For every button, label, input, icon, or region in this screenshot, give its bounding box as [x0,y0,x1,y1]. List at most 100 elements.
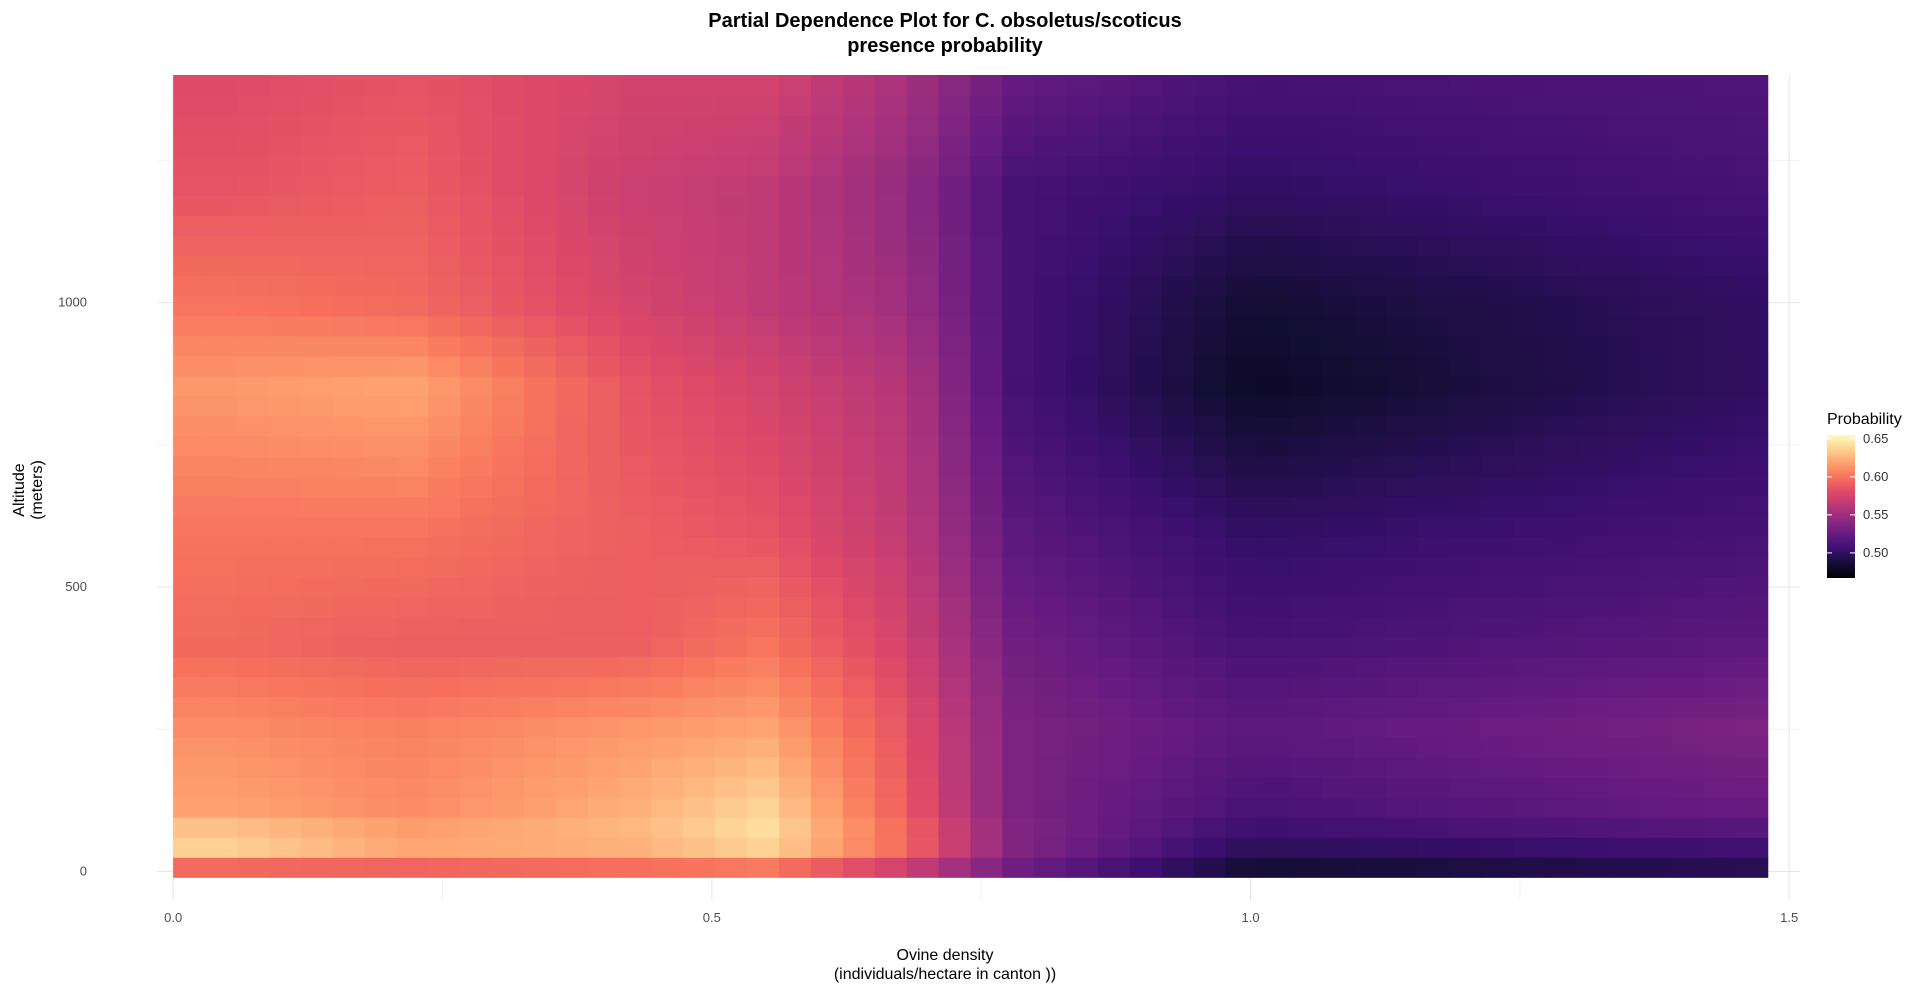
heatmap-cell [1321,456,1354,477]
heatmap-cell [1448,95,1482,116]
heatmap-cell [683,776,716,798]
heatmap-cell [938,857,972,878]
heatmap-cell [460,636,493,658]
heatmap-cell [1512,255,1546,277]
heatmap-cell [1416,315,1450,337]
heatmap-cell [1416,355,1450,377]
heatmap-cell [1129,295,1163,317]
heatmap-cell [1193,776,1227,798]
heatmap-cell [906,436,940,457]
heatmap-cell [1640,837,1673,858]
heatmap-cell [173,275,206,297]
heatmap-cell [1257,436,1290,457]
heatmap-cell [842,395,876,417]
heatmap-cell [1448,636,1482,658]
heatmap-cell [1703,456,1737,477]
heatmap-cell [1512,395,1546,417]
heatmap-cell [683,797,716,818]
heatmap-cell [651,355,685,377]
heatmap-cell [938,175,972,196]
heatmap-cell [1672,596,1705,618]
heatmap-cell [205,75,238,96]
heatmap-cell [205,516,238,537]
heatmap-cell [460,756,493,778]
heatmap-cell [1512,295,1546,317]
heatmap-cell [906,696,940,718]
heatmap-cell [1321,837,1354,858]
heatmap-cell [1608,115,1641,136]
heatmap-cell [1608,656,1641,678]
heatmap-cell [1384,556,1418,577]
heatmap-cell [779,355,812,377]
heatmap-cell [1576,776,1609,798]
heatmap-cell [1321,235,1354,257]
heatmap-cell [810,817,844,838]
heatmap-cell [1034,797,1067,818]
heatmap-cell [970,355,1003,377]
heatmap-cell [651,716,685,738]
heatmap-cell [1448,676,1482,698]
heatmap-cell [173,556,206,577]
heatmap-cell [1448,576,1482,598]
heatmap-cell [1416,616,1450,638]
heatmap-cell [1608,696,1641,718]
heatmap-cell [236,496,270,517]
heatmap-cell [523,175,557,196]
heatmap-cell [1289,596,1322,618]
heatmap-cell [651,636,685,658]
heatmap-cell [492,415,525,437]
heatmap-cell [492,776,525,798]
heatmap-cell [1703,636,1737,658]
heatmap-cell [173,155,206,176]
heatmap-cell [1097,616,1131,638]
heatmap-cell [1735,255,1769,277]
heatmap-cell [842,476,876,497]
heatmap-cell [842,415,876,437]
heatmap-cell [1640,95,1673,116]
heatmap-cell [1512,596,1546,618]
heatmap-cell [747,175,780,196]
heatmap-cell [1576,195,1609,216]
heatmap-cell [428,636,461,658]
heatmap-cell [1544,175,1577,196]
heatmap-cell [428,776,461,798]
heatmap-cell [779,315,812,337]
heatmap-cell [1161,716,1195,738]
heatmap-cell [236,636,270,658]
heatmap-cell [236,656,270,678]
heatmap-cell [1321,255,1354,277]
heatmap-cell [1608,95,1641,116]
heatmap-cell [587,576,621,598]
heatmap-cell [1193,696,1227,718]
heatmap-cell [1672,716,1705,738]
heatmap-cell [1225,696,1259,718]
heatmap-cell [1353,857,1386,878]
heatmap-cell [1703,235,1737,257]
heatmap-cell [938,676,972,698]
heatmap-cell [587,95,621,116]
heatmap-cell [523,375,557,397]
heatmap-cell [587,716,621,738]
heatmap-cell [779,255,812,277]
heatmap-cell [364,315,397,337]
heatmap-cell [1002,817,1035,838]
heatmap-cell [619,636,653,658]
heatmap-cell [1512,215,1546,237]
heatmap-cell [779,75,812,96]
heatmap-cell [1480,295,1514,317]
heatmap-cell [1097,436,1131,457]
heatmap-cell [1353,355,1386,377]
heatmap-cell [1257,736,1290,758]
heatmap-cell [1034,596,1067,618]
heatmap-cell [1703,195,1737,216]
heatmap-cell [1384,716,1418,738]
heatmap-cell [236,155,270,176]
heatmap-cell [1672,115,1705,136]
heatmap-cell [683,736,716,758]
heatmap-cell [1066,837,1099,858]
heatmap-cell [874,395,908,417]
heatmap-cell [173,295,206,317]
heatmap-cell [1321,195,1354,216]
heatmap-cell [842,456,876,477]
heatmap-cell [1321,75,1354,96]
